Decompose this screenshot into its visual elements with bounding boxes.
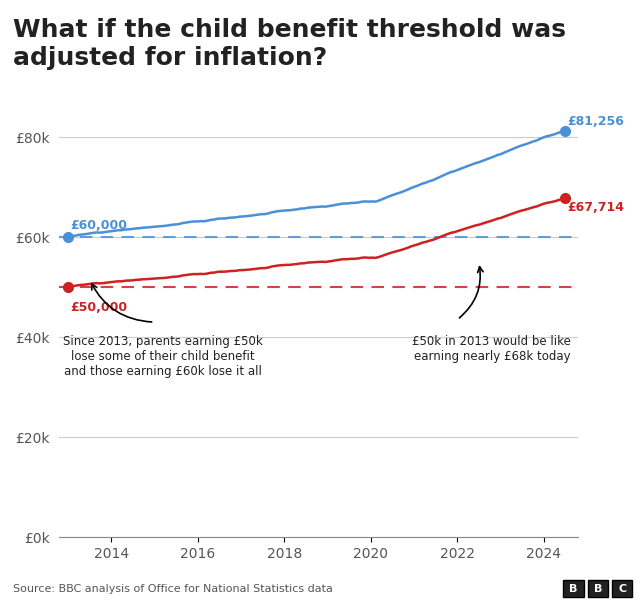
Text: £81,256: £81,256 <box>568 115 625 128</box>
Text: £50,000: £50,000 <box>70 301 127 314</box>
Text: B: B <box>593 584 602 593</box>
Text: £50k in 2013 would be like
earning nearly £68k today: £50k in 2013 would be like earning nearl… <box>412 335 572 362</box>
Text: C: C <box>618 584 626 593</box>
Text: Source: BBC analysis of Office for National Statistics data: Source: BBC analysis of Office for Natio… <box>13 584 333 594</box>
Text: B: B <box>569 584 578 593</box>
Text: £67,714: £67,714 <box>568 201 625 214</box>
Text: What if the child benefit threshold was
adjusted for inflation?: What if the child benefit threshold was … <box>13 18 566 70</box>
Text: Since 2013, parents earning £50k
lose some of their child benefit
and those earn: Since 2013, parents earning £50k lose so… <box>63 335 263 377</box>
Text: £60,000: £60,000 <box>70 219 127 232</box>
